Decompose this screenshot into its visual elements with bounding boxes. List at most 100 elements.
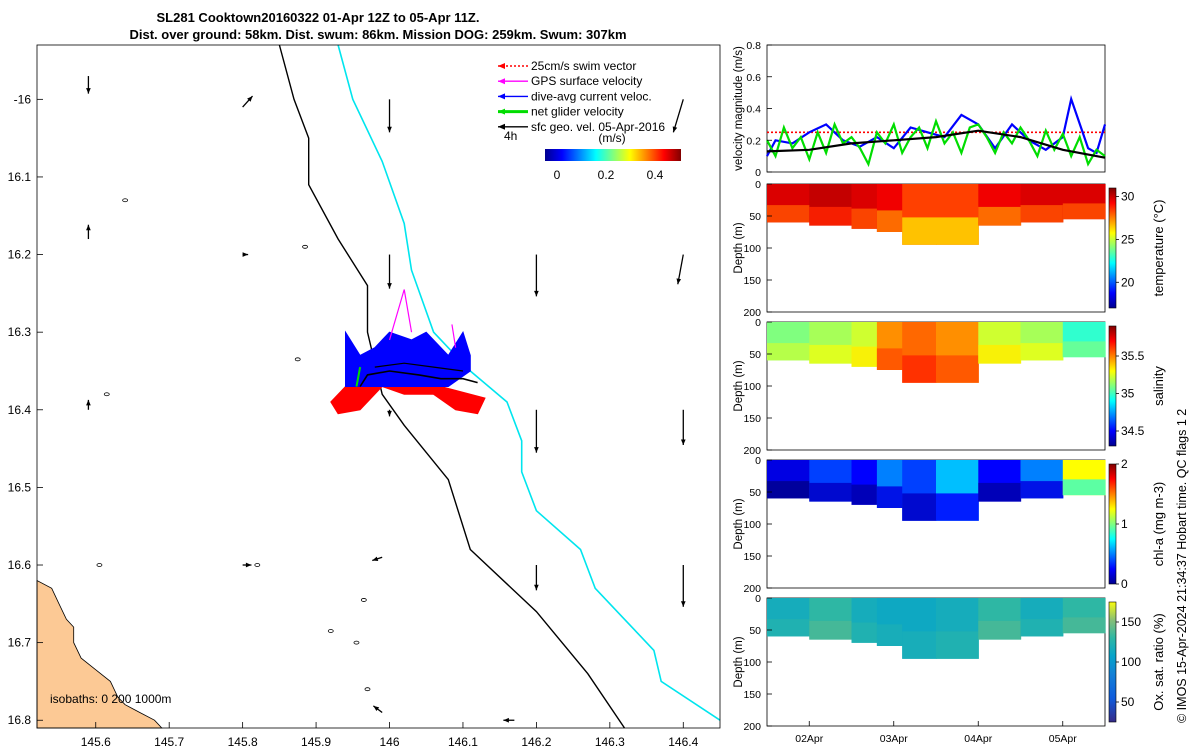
section-cell (1020, 343, 1064, 361)
section-panel-2: 0 50 100 150 200 Depth (m) 0 1 2 chl-a (mg m-3) (733, 455, 1166, 595)
legend-swatch-arrowhead (498, 108, 505, 115)
gps-velocity-arrow (388, 289, 405, 341)
map-y-tick-label: 16.3 (8, 325, 32, 339)
section-panel-0: 0 50 100 150 200 Depth (m) 20 25 30 temperature (… (733, 179, 1166, 319)
section-y-label: Depth (m) (733, 222, 745, 273)
section-colorbar (1108, 187, 1117, 309)
section-colorbar (1108, 601, 1117, 723)
map-x-tick-label: 145.7 (154, 735, 184, 749)
colorbar-tick-label: 2 (1121, 457, 1128, 471)
map-y-tick-label: 16.1 (8, 170, 32, 184)
geo-velocity-arrowhead (680, 601, 686, 607)
velocity-y-tick-label: 0.2 (746, 135, 761, 147)
colorbar-tick-label: 35 (1121, 387, 1135, 401)
section-y-tick-label: 0 (755, 593, 761, 605)
velocity-y-tick-label: 0.6 (746, 72, 761, 84)
map-ticks: 145.6 145.7 145.8 145.9 146 146.1 146.2 146.3 14… (8, 92, 699, 749)
geo-velocity-arrow (672, 99, 684, 133)
gps-velocity-arrow (403, 289, 413, 333)
section-y-label: Depth (m) (733, 360, 745, 411)
legend-label: dive-avg current veloc. (531, 89, 652, 103)
geo-velocity-arrowhead (387, 410, 392, 417)
section-cell (978, 344, 1022, 364)
copyright-note: © IMOS 15-Apr-2024 21:34:37 Hobart time.… (1175, 409, 1189, 723)
colorbar-label: chl-a (mg m-3) (1151, 482, 1166, 567)
map-panel: 145.6 145.7 145.8 145.9 146 146.1 146.2 146.3 14… (8, 44, 721, 749)
legend-label: 25cm/s swim vector (531, 59, 636, 73)
reef-outline (360, 598, 367, 602)
glider-track (359, 370, 478, 387)
section-colorbar (1108, 463, 1117, 585)
map-y-tick-label: 16.2 (8, 248, 32, 262)
legend-label: sfc geo. vel. 05-Apr-2016 (531, 120, 665, 134)
velocity-series-line (766, 117, 1106, 168)
colorbar-tick-label: 1 (1121, 517, 1128, 531)
reef-outline (122, 198, 129, 203)
section-y-tick-label: 50 (749, 211, 761, 223)
geo-velocity-arrowhead (534, 447, 539, 453)
section-cell (876, 210, 903, 232)
glider-track-patch (330, 289, 486, 415)
section-cell (851, 346, 878, 367)
velocity-y-label: velocity magnitude (m/s) (733, 46, 745, 171)
colorbar-label: Ox. sat. ratio (%) (1151, 613, 1166, 711)
legend-swatch-arrowhead (498, 123, 505, 130)
section-cell (902, 355, 937, 383)
map-y-tick-label: 16.4 (8, 403, 32, 417)
section-cell (936, 631, 979, 659)
section-cell (767, 205, 810, 223)
title-line-1: SL281 Cooktown20160322 01-Apr 12Z to 05-… (157, 10, 480, 25)
section-cell (978, 206, 1022, 226)
colorbar-tick-label: 0 (1121, 577, 1128, 591)
section-y-label: Depth (m) (733, 498, 745, 549)
section-cell (809, 620, 853, 640)
geo-velocity-arrowhead (86, 399, 91, 406)
velocity-series-line (766, 94, 1107, 157)
geo-velocity-arrowhead (373, 705, 380, 712)
geo-velocity-arrowhead (676, 278, 682, 285)
net-velocity-arrow (355, 366, 362, 387)
section-cell (851, 484, 878, 505)
legend-label: GPS surface velocity (531, 74, 642, 88)
section-cell (1062, 617, 1106, 634)
velocity-axes (766, 44, 1106, 173)
section-cell (851, 622, 878, 643)
section-cell (809, 344, 853, 364)
section-y-tick-label: 200 (743, 721, 761, 733)
section-cell (1020, 481, 1064, 499)
section-cell (1020, 619, 1064, 637)
velocity-series-line (766, 129, 1106, 159)
colorbar-tick-0: 0 (554, 168, 561, 182)
reef-outline (364, 687, 371, 692)
reef-outline (327, 629, 334, 633)
velocity-y-tick-label: 0 (755, 167, 761, 179)
section-y-tick-label: 150 (743, 689, 761, 701)
legend-swatch-arrowhead (498, 78, 505, 85)
section-y-tick-label: 100 (743, 657, 761, 669)
section-y-tick-label: 50 (749, 349, 761, 361)
geo-velocity-arrowhead (503, 717, 509, 723)
section-cell (851, 208, 878, 229)
geo-velocity-arrowhead (372, 556, 379, 562)
section-colorbar (1108, 325, 1117, 447)
glider-track (374, 362, 464, 372)
reef-outline (96, 563, 103, 567)
reef-outline (302, 244, 308, 249)
section-y-tick-label: 50 (749, 487, 761, 499)
colorbar-tick-label: 20 (1121, 275, 1135, 289)
colorbar-tick-label: 30 (1121, 190, 1135, 204)
legend-swatch-arrowhead (498, 93, 505, 100)
map-x-tick-label: 145.6 (81, 735, 111, 749)
map-y-tick-label: 16.7 (8, 636, 32, 650)
section-cell (1062, 479, 1106, 496)
section-cell (978, 620, 1022, 640)
date-tick-label: 02Apr (795, 733, 824, 745)
section-y-tick-label: 200 (743, 445, 761, 457)
colorbar-label: salinity (1151, 366, 1166, 406)
geo-velocity-arrowhead (680, 439, 686, 445)
reef-outline (353, 640, 360, 645)
section-cell (936, 493, 979, 521)
section-y-tick-label: 200 (743, 307, 761, 319)
